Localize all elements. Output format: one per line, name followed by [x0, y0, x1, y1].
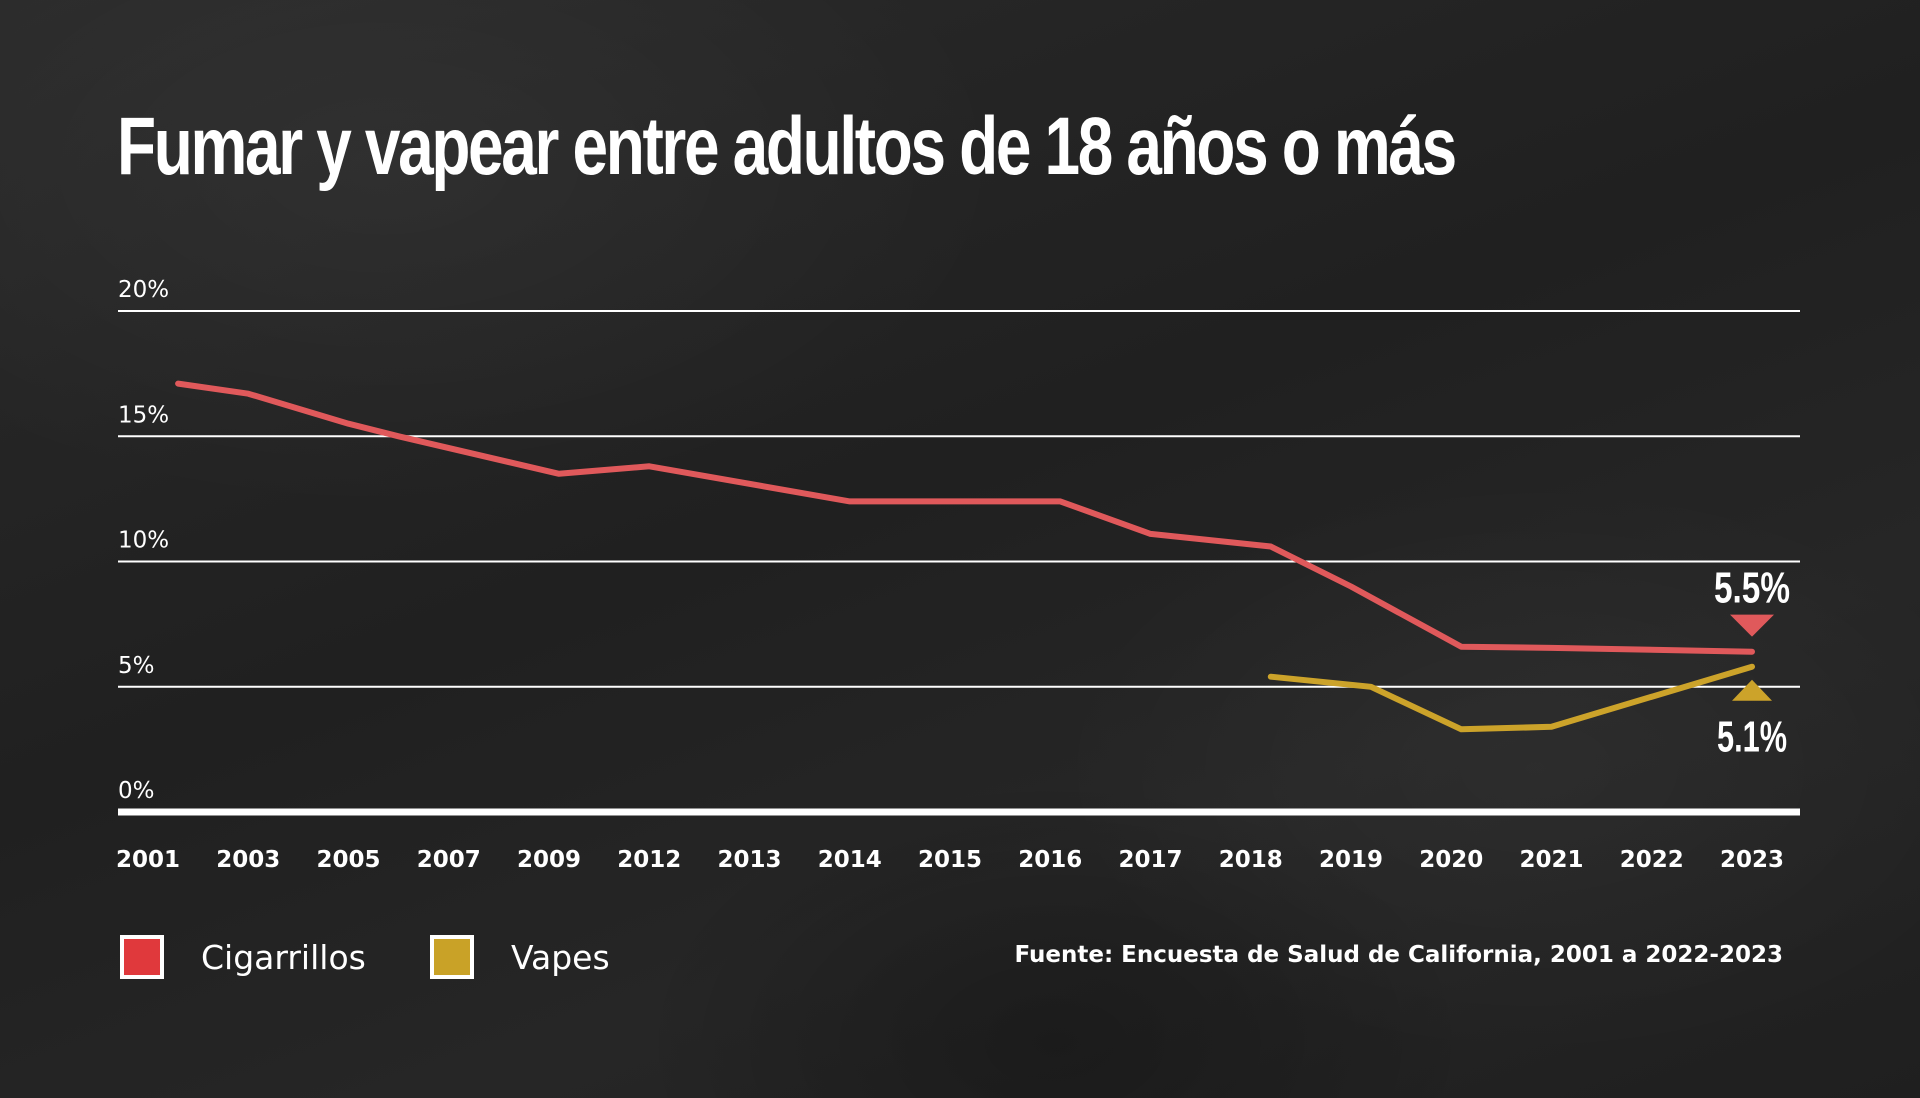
- gridlines: [118, 310, 1800, 816]
- x-tick-label: 2023: [1720, 847, 1784, 873]
- x-tick-label: 2014: [818, 847, 882, 873]
- annotation-label-vapes: 5.1%: [1717, 713, 1787, 762]
- up-triangle-marker: [1732, 679, 1772, 701]
- series-line-vapes: [1267, 663, 1755, 733]
- y-axis-ticks: 20% 15% 10% 5% 0%: [118, 277, 169, 804]
- x-tick-label: 2007: [417, 847, 481, 873]
- x-tick-label: 2020: [1419, 847, 1483, 873]
- x-axis-ticks: 2001 2003 2005 2007 2009 2012 2013 2014 2015 2016…: [116, 847, 1784, 873]
- legend-label-cigarrillos: Cigarrillos: [201, 937, 366, 977]
- y-tick-label: 5%: [118, 653, 155, 679]
- annotation-label-cigarrillos: 5.5%: [1714, 564, 1790, 613]
- y-tick-label: 0%: [118, 778, 155, 804]
- series-line-cigarrillos: [175, 380, 1755, 655]
- x-tick-label: 2019: [1319, 847, 1383, 873]
- x-tick-label: 2003: [216, 847, 280, 873]
- x-tick-label: 2021: [1519, 847, 1583, 873]
- end-annotations: 5.5% 5.1%: [1714, 564, 1790, 762]
- y-tick-label: 10%: [118, 528, 169, 554]
- x-tick-label: 2017: [1118, 847, 1182, 873]
- legend-swatch-vapes: [430, 935, 474, 979]
- legend-item-vapes: Vapes: [430, 929, 610, 985]
- chart-title: Fumar y vapear entre adultos de 18 años …: [117, 101, 1457, 192]
- x-tick-label: 2005: [316, 847, 380, 873]
- y-tick-label: 20%: [118, 277, 169, 303]
- x-tick-label: 2013: [717, 847, 781, 873]
- legend-swatch-cigarrillos: [120, 935, 164, 979]
- series-lines: [175, 380, 1755, 733]
- source-note: Fuente: Encuesta de Salud de California,…: [1014, 942, 1783, 968]
- x-tick-label: 2018: [1219, 847, 1283, 873]
- x-tick-label: 2022: [1620, 847, 1684, 873]
- down-triangle-marker: [1730, 614, 1774, 637]
- legend-label-vapes: Vapes: [511, 937, 610, 977]
- x-tick-label: 2012: [617, 847, 681, 873]
- x-tick-label: 2015: [918, 847, 982, 873]
- x-tick-label: 2009: [517, 847, 581, 873]
- x-tick-label: 2001: [116, 847, 180, 873]
- y-tick-label: 15%: [118, 402, 169, 428]
- x-tick-label: 2016: [1018, 847, 1082, 873]
- legend-item-cigarrillos: Cigarrillos: [120, 929, 366, 985]
